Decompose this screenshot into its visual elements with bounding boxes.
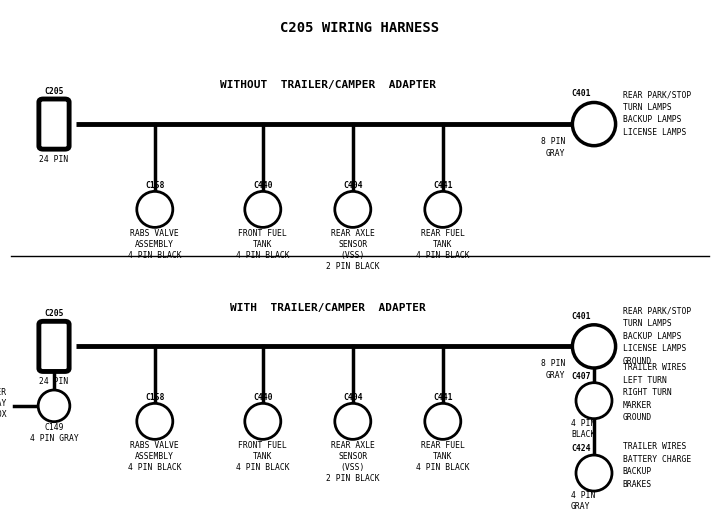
Text: FRONT FUEL
TANK
4 PIN BLACK: FRONT FUEL TANK 4 PIN BLACK (236, 441, 289, 472)
Text: FRONT FUEL
TANK
4 PIN BLACK: FRONT FUEL TANK 4 PIN BLACK (236, 229, 289, 260)
Text: C404: C404 (343, 393, 363, 402)
Text: C205 WIRING HARNESS: C205 WIRING HARNESS (280, 21, 440, 36)
Text: 24 PIN: 24 PIN (40, 377, 68, 386)
Text: REAR AXLE
SENSOR
(VSS)
2 PIN BLACK: REAR AXLE SENSOR (VSS) 2 PIN BLACK (326, 229, 379, 271)
Text: RABS VALVE
ASSEMBLY
4 PIN BLACK: RABS VALVE ASSEMBLY 4 PIN BLACK (128, 229, 181, 260)
Text: TRAILER
RELAY
BOX: TRAILER RELAY BOX (0, 388, 7, 419)
Text: C149
4 PIN GRAY: C149 4 PIN GRAY (30, 423, 78, 443)
Text: C158: C158 (145, 393, 165, 402)
Text: C441: C441 (433, 181, 453, 190)
Ellipse shape (245, 191, 281, 227)
Ellipse shape (576, 455, 612, 491)
Text: TRAILER WIRES
LEFT TURN
RIGHT TURN
MARKER
GROUND: TRAILER WIRES LEFT TURN RIGHT TURN MARKE… (623, 363, 686, 422)
Text: RABS VALVE
ASSEMBLY
4 PIN BLACK: RABS VALVE ASSEMBLY 4 PIN BLACK (128, 441, 181, 472)
Ellipse shape (572, 102, 616, 146)
Text: 4 PIN
BLACK: 4 PIN BLACK (571, 419, 595, 439)
Ellipse shape (576, 383, 612, 419)
Text: TRAILER WIRES
BATTERY CHARGE
BACKUP
BRAKES: TRAILER WIRES BATTERY CHARGE BACKUP BRAK… (623, 442, 691, 489)
Text: C440: C440 (253, 393, 273, 402)
Text: C401: C401 (571, 312, 590, 321)
Text: REAR FUEL
TANK
4 PIN BLACK: REAR FUEL TANK 4 PIN BLACK (416, 441, 469, 472)
Ellipse shape (425, 191, 461, 227)
Text: C441: C441 (433, 393, 453, 402)
Ellipse shape (245, 403, 281, 439)
Text: C404: C404 (343, 181, 363, 190)
Ellipse shape (38, 390, 70, 422)
Text: C158: C158 (145, 181, 165, 190)
Text: 8 PIN
GRAY: 8 PIN GRAY (541, 137, 565, 158)
Ellipse shape (137, 191, 173, 227)
Text: C407: C407 (571, 372, 590, 381)
Text: C205: C205 (44, 87, 64, 96)
FancyBboxPatch shape (39, 99, 69, 149)
Ellipse shape (137, 403, 173, 439)
FancyBboxPatch shape (39, 321, 69, 371)
Text: 4 PIN
GRAY: 4 PIN GRAY (571, 491, 595, 511)
Text: C401: C401 (571, 89, 590, 98)
Ellipse shape (425, 403, 461, 439)
Text: C205: C205 (44, 309, 64, 318)
Text: C440: C440 (253, 181, 273, 190)
Text: 24 PIN: 24 PIN (40, 155, 68, 164)
Ellipse shape (572, 325, 616, 368)
Text: REAR FUEL
TANK
4 PIN BLACK: REAR FUEL TANK 4 PIN BLACK (416, 229, 469, 260)
Text: 8 PIN
GRAY: 8 PIN GRAY (541, 359, 565, 380)
Ellipse shape (335, 403, 371, 439)
Text: REAR AXLE
SENSOR
(VSS)
2 PIN BLACK: REAR AXLE SENSOR (VSS) 2 PIN BLACK (326, 441, 379, 483)
Text: REAR PARK/STOP
TURN LAMPS
BACKUP LAMPS
LICENSE LAMPS: REAR PARK/STOP TURN LAMPS BACKUP LAMPS L… (623, 90, 691, 137)
Text: WITH  TRAILER/CAMPER  ADAPTER: WITH TRAILER/CAMPER ADAPTER (230, 302, 426, 313)
Text: WITHOUT  TRAILER/CAMPER  ADAPTER: WITHOUT TRAILER/CAMPER ADAPTER (220, 80, 436, 90)
Text: REAR PARK/STOP
TURN LAMPS
BACKUP LAMPS
LICENSE LAMPS
GROUND: REAR PARK/STOP TURN LAMPS BACKUP LAMPS L… (623, 307, 691, 366)
Ellipse shape (335, 191, 371, 227)
Text: C424: C424 (571, 445, 590, 453)
